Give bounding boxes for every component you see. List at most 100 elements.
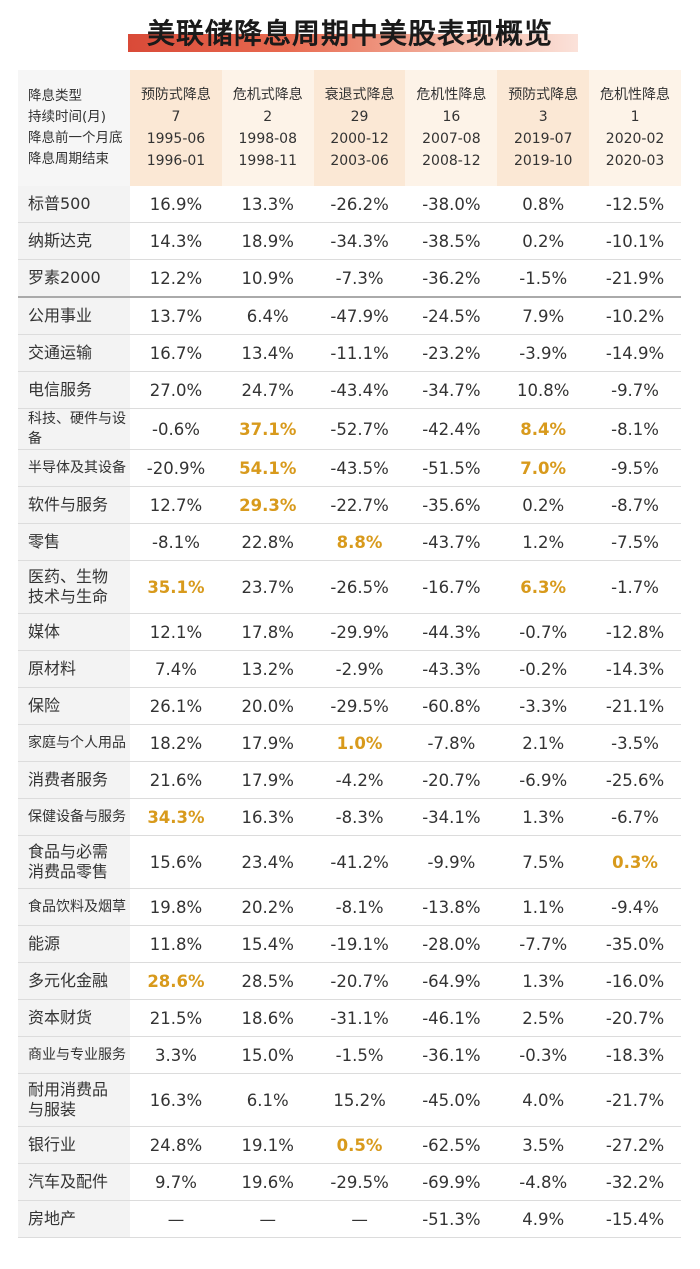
table-row: 能源 11.8% 15.4% -19.1% -28.0% -7.7% -35.0%: [18, 925, 681, 963]
value-cell: 26.1%: [130, 687, 222, 725]
value-cell: 23.7%: [221, 560, 314, 614]
table-row: 电信服务 27.0% 24.7% -43.4% -34.7% 10.8% -9.7%: [18, 371, 681, 409]
value-cell: -12.8%: [589, 613, 681, 651]
row-label: 科技、硬件与设备: [18, 408, 131, 450]
value-cell: 19.6%: [221, 1163, 314, 1201]
table-row: 软件与服务 12.7% 29.3% -22.7% -35.6% 0.2% -8.7%: [18, 486, 681, 524]
table-row: 家庭与个人用品 18.2% 17.9% 1.0% -7.8% 2.1% -3.5%: [18, 724, 681, 762]
value-cell: 12.2%: [130, 259, 222, 298]
table-body: 标普500 16.9% 13.3% -26.2% -38.0% 0.8% -12.5% 纳斯达…: [18, 186, 681, 1238]
value-cell: -34.7%: [405, 371, 498, 409]
value-cell: -23.2%: [405, 334, 498, 372]
cycle-months: 3: [538, 109, 548, 125]
cycle-start: 2007-08: [422, 131, 481, 147]
value-cell: -43.3%: [405, 650, 498, 688]
value-cell: 10.8%: [497, 371, 590, 409]
value-cell: 0.2%: [497, 486, 590, 524]
value-cell: -7.7%: [497, 925, 590, 963]
value-cell: -42.4%: [405, 408, 498, 450]
value-cell: -35.0%: [589, 925, 681, 963]
cycle-end: 2019-10: [513, 153, 573, 169]
value-cell: 18.2%: [130, 724, 222, 762]
value-cell: -51.3%: [405, 1200, 498, 1238]
value-cell: -29.9%: [313, 613, 406, 651]
value-cell: -28.0%: [405, 925, 498, 963]
value-cell: -10.2%: [589, 297, 681, 335]
header-cycle: 衰退式降息 29 2000-12 2003-06: [313, 70, 406, 186]
header-label-type: 降息类型: [28, 88, 82, 104]
value-cell: -20.9%: [130, 449, 222, 487]
value-cell: 12.7%: [130, 486, 222, 524]
header-cycle: 预防式降息 7 1995-06 1996-01: [130, 70, 222, 186]
value-cell: 6.4%: [221, 297, 314, 335]
value-cell: 4.9%: [497, 1200, 590, 1238]
value-cell: -52.7%: [313, 408, 406, 450]
value-cell: -7.5%: [589, 523, 681, 561]
value-cell: —: [313, 1200, 406, 1238]
cycle-start: 2019-07: [513, 131, 573, 147]
value-cell: 22.8%: [221, 523, 314, 561]
value-cell: -7.3%: [313, 259, 406, 298]
cycle-end: 1998-11: [238, 153, 298, 169]
value-cell: -38.5%: [405, 222, 498, 260]
header-label-start: 降息前一个月底: [28, 130, 123, 146]
row-label: 公用事业: [18, 297, 131, 335]
value-cell: -31.1%: [313, 999, 406, 1037]
cycle-type: 危机性降息: [416, 87, 487, 103]
cycle-type: 衰退式降息: [324, 87, 395, 103]
value-cell: -46.1%: [405, 999, 498, 1037]
cycle-start: 2000-12: [330, 131, 389, 147]
value-cell: -29.5%: [313, 1163, 406, 1201]
value-cell: -24.5%: [405, 297, 498, 335]
value-cell: 1.2%: [497, 523, 590, 561]
value-cell: 34.3%: [130, 798, 222, 836]
value-cell: -25.6%: [589, 761, 681, 799]
cycle-months: 7: [171, 109, 181, 125]
value-cell: -1.5%: [497, 259, 590, 298]
value-cell: 15.6%: [130, 835, 222, 889]
cycle-start: 2020-02: [605, 131, 665, 147]
value-cell: -21.9%: [589, 259, 681, 298]
value-cell: 18.9%: [221, 222, 314, 260]
value-cell: -34.1%: [405, 798, 498, 836]
table-header-row: 降息类型 持续时间(月) 降息前一个月底 降息周期结束 预防式降息 7 1995…: [18, 70, 681, 186]
cycle-end: 1996-01: [146, 153, 206, 169]
value-cell: -14.3%: [589, 650, 681, 688]
cycle-months: 1: [630, 109, 640, 125]
row-label: 能源: [18, 925, 131, 963]
row-label: 房地产: [18, 1200, 131, 1238]
row-label: 家庭与个人用品: [18, 724, 131, 762]
value-cell: 29.3%: [221, 486, 314, 524]
header-row-labels: 降息类型 持续时间(月) 降息前一个月底 降息周期结束: [18, 70, 131, 186]
value-cell: -47.9%: [313, 297, 406, 335]
value-cell: -21.7%: [589, 1073, 681, 1127]
value-cell: -0.3%: [497, 1036, 590, 1074]
row-label: 耐用消费品 与服装: [18, 1073, 131, 1127]
value-cell: -6.7%: [589, 798, 681, 836]
value-cell: 16.9%: [130, 186, 222, 223]
table-row: 多元化金融 28.6% 28.5% -20.7% -64.9% 1.3% -16.0%: [18, 962, 681, 1000]
row-label: 纳斯达克: [18, 222, 131, 260]
row-label: 保健设备与服务: [18, 798, 131, 836]
value-cell: 28.5%: [221, 962, 314, 1000]
value-cell: -2.9%: [313, 650, 406, 688]
value-cell: 15.4%: [221, 925, 314, 963]
value-cell: -8.1%: [130, 523, 222, 561]
value-cell: -38.0%: [405, 186, 498, 223]
value-cell: -29.5%: [313, 687, 406, 725]
header-cycle: 预防式降息 3 2019-07 2019-10: [497, 70, 590, 186]
value-cell: 17.9%: [221, 724, 314, 762]
value-cell: -43.4%: [313, 371, 406, 409]
page-title: 美联储降息周期中美股表现概览: [146, 17, 553, 50]
value-cell: 20.0%: [221, 687, 314, 725]
value-cell: -36.2%: [405, 259, 498, 298]
value-cell: -19.1%: [313, 925, 406, 963]
row-label: 电信服务: [18, 371, 131, 409]
value-cell: 24.7%: [221, 371, 314, 409]
value-cell: -26.2%: [313, 186, 406, 223]
row-label: 罗素2000: [18, 259, 131, 298]
row-label: 交通运输: [18, 334, 131, 372]
row-label: 汽车及配件: [18, 1163, 131, 1201]
value-cell: —: [221, 1200, 314, 1238]
value-cell: -36.1%: [405, 1036, 498, 1074]
